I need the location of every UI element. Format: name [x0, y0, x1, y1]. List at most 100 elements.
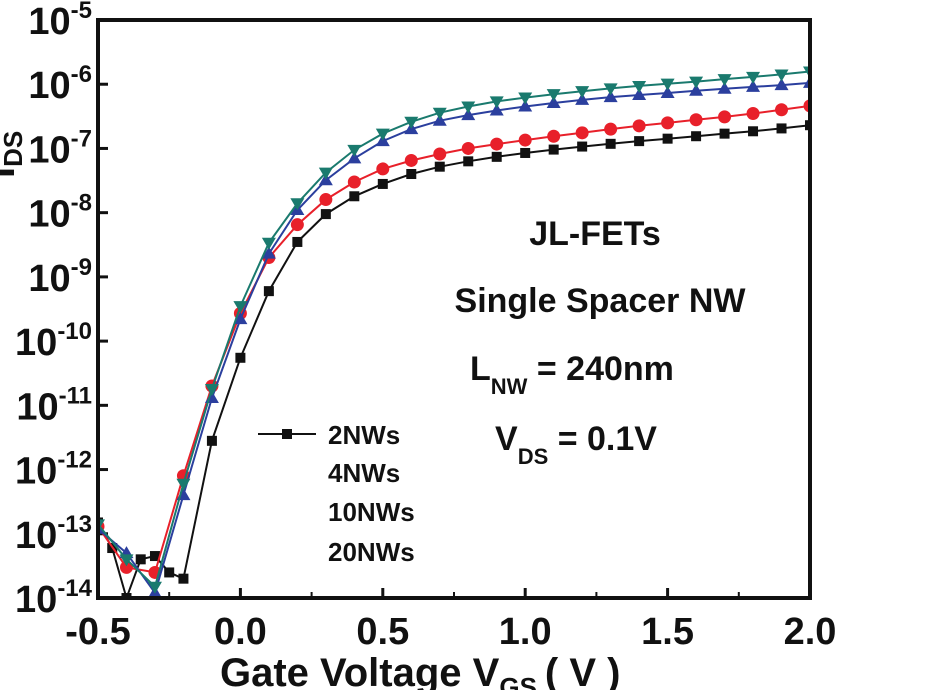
data-point: [406, 169, 417, 180]
data-point: [121, 593, 132, 598]
data-point: [290, 198, 305, 211]
data-point: [261, 237, 276, 250]
y-axis-title: IDS: [0, 131, 28, 178]
data-point: [233, 312, 248, 325]
data-point: [632, 80, 647, 93]
data-point: [404, 116, 419, 129]
legend-label-20nws: 20NWs: [328, 537, 415, 567]
y-tick-label: 10-12: [15, 447, 92, 493]
data-point: [235, 352, 246, 363]
data-point: [662, 133, 673, 144]
data-point: [489, 103, 504, 116]
data-point: [518, 133, 532, 147]
legend-label-2nws: 2NWs: [328, 420, 400, 450]
data-point: [292, 236, 303, 247]
data-point: [432, 113, 447, 126]
data-point: [689, 113, 703, 127]
series-2nws: [98, 120, 810, 598]
data-point: [233, 301, 248, 314]
y-tick-label: 10-13: [15, 511, 92, 557]
data-point: [575, 92, 590, 105]
data-point: [432, 107, 447, 120]
data-point: [433, 147, 447, 161]
data-point: [689, 76, 704, 89]
data-point: [632, 87, 647, 100]
data-point: [546, 96, 561, 109]
data-point: [634, 136, 645, 147]
data-point: [261, 246, 276, 259]
data-point: [605, 138, 616, 149]
data-point: [263, 286, 274, 297]
data-point: [318, 167, 333, 180]
data-point: [774, 78, 789, 91]
data-point: [404, 153, 418, 167]
data-point: [776, 123, 787, 134]
data-point: [604, 122, 618, 136]
y-tick-labels: 10-14 10-13 10-12 10-11 10-10 10-9 10-8 10-7 10-…: [15, 0, 93, 621]
data-point: [775, 103, 789, 117]
x-tick-label: 0.5: [356, 611, 409, 653]
data-point: [805, 120, 810, 131]
legend-label-4nws: 4NWs: [328, 458, 400, 488]
data-point: [176, 478, 191, 491]
annotation-vds: VDS = 0.1V: [495, 420, 657, 469]
data-point: [434, 161, 445, 172]
data-point: [349, 191, 360, 202]
y-tick-label: 10-5: [28, 0, 92, 43]
annotation-structure: Single Spacer NW: [455, 282, 747, 320]
series-line: [98, 81, 810, 596]
data-point: [204, 383, 219, 396]
x-tick-label: 1.5: [641, 611, 694, 653]
series-line: [98, 124, 810, 598]
data-point: [520, 147, 531, 158]
data-point: [119, 554, 134, 567]
data-point: [746, 79, 761, 92]
y-tick-label: 10-10: [15, 318, 92, 364]
data-point: [463, 156, 474, 167]
data-point: [717, 74, 732, 87]
data-point: [774, 69, 789, 82]
y-tick-label: 10-9: [28, 254, 92, 300]
data-point: [147, 581, 162, 594]
data-point: [377, 178, 388, 189]
data-point: [518, 99, 533, 112]
legend-marker-2nws: [282, 429, 292, 439]
annotation-device: JL-FETs: [529, 215, 661, 253]
data-point: [491, 151, 502, 162]
data-point: [603, 90, 618, 103]
data-point: [347, 151, 362, 164]
data-point: [135, 554, 146, 565]
data-point: [149, 551, 160, 562]
x-axis-title: Gate Voltage VGS( V ): [220, 651, 620, 690]
data-point: [518, 92, 533, 105]
data-point: [603, 83, 618, 96]
data-point: [746, 107, 760, 121]
data-point: [489, 96, 504, 109]
legend-label-10nws: 10NWs: [328, 497, 415, 527]
y-tick-label: 10-7: [28, 125, 92, 171]
data-point: [319, 193, 333, 207]
x-tick-label: 2.0: [784, 611, 837, 653]
data-point: [164, 567, 175, 578]
data-point: [375, 128, 390, 141]
y-tick-label: 10-14: [15, 575, 93, 621]
data-point: [746, 71, 761, 84]
x-tick-label: 1.0: [499, 611, 552, 653]
x-tick-labels: -0.5 0.0 0.5 1.0 1.5 2.0: [65, 611, 836, 653]
legend: 2NWs 4NWs 10NWs 20NWs: [258, 420, 415, 567]
annotation-length: LNW = 240nm: [470, 350, 674, 399]
series-layer: [98, 66, 810, 598]
data-point: [320, 209, 331, 220]
data-point: [376, 162, 390, 176]
data-point: [660, 85, 675, 98]
data-point: [689, 83, 704, 96]
data-point: [719, 128, 730, 139]
data-point: [575, 86, 590, 99]
data-point: [347, 175, 361, 189]
data-point: [206, 435, 217, 446]
data-point: [575, 126, 589, 140]
series-line: [98, 104, 810, 574]
data-point: [490, 137, 504, 151]
data-point: [119, 560, 133, 574]
